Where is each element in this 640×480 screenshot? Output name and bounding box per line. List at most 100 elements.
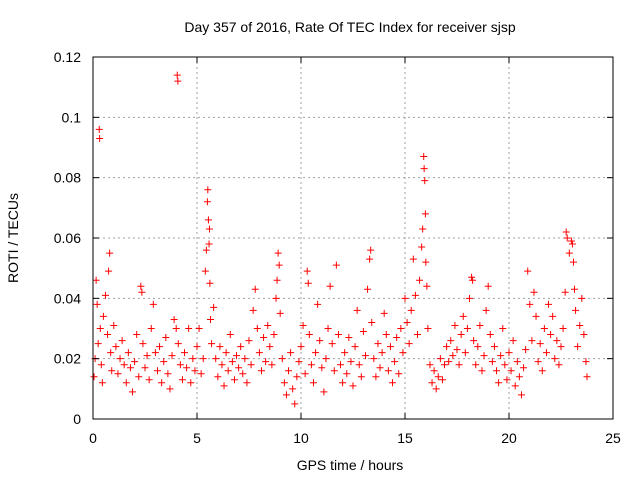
data-point <box>133 331 141 339</box>
data-point <box>411 291 419 299</box>
data-point <box>212 355 220 363</box>
data-point <box>203 198 211 206</box>
data-point <box>482 306 490 314</box>
data-point <box>561 288 569 296</box>
data-point <box>162 334 170 342</box>
x-tick-label: 10 <box>293 430 309 446</box>
data-point <box>538 367 546 375</box>
data-point <box>503 376 511 384</box>
data-point <box>201 267 209 275</box>
data-point <box>480 352 488 360</box>
data-point <box>438 376 446 384</box>
data-point <box>275 261 283 269</box>
data-point <box>418 243 426 251</box>
data-point <box>316 337 324 345</box>
data-point <box>416 276 424 284</box>
data-point <box>149 300 157 308</box>
data-point <box>441 361 449 369</box>
data-point <box>351 343 359 351</box>
data-point <box>413 331 421 339</box>
data-point <box>405 340 413 348</box>
data-point <box>501 361 509 369</box>
data-point <box>580 331 588 339</box>
data-point <box>384 367 392 375</box>
data-point <box>578 294 586 302</box>
data-point <box>361 352 369 360</box>
data-point <box>428 379 436 387</box>
data-point <box>421 210 429 218</box>
data-point <box>160 358 168 366</box>
data-point <box>141 364 149 372</box>
data-point <box>266 343 274 351</box>
data-point <box>264 321 272 329</box>
data-point <box>341 349 349 357</box>
data-point <box>214 373 222 381</box>
data-point <box>574 343 582 351</box>
data-point <box>193 343 201 351</box>
data-point <box>540 325 548 332</box>
data-point <box>326 282 334 290</box>
data-point <box>273 276 281 284</box>
data-point <box>195 325 203 332</box>
data-point <box>110 321 118 329</box>
data-point <box>289 385 297 393</box>
data-point <box>285 367 293 375</box>
axis-ticks: 0 5 10 15 20 25 0 0.02 0.04 0.06 0.08 0.1 0.12 <box>54 49 621 446</box>
data-point <box>493 367 501 375</box>
data-point <box>251 285 259 293</box>
data-point <box>181 349 189 357</box>
data-point <box>524 267 532 275</box>
data-point <box>401 294 409 302</box>
data-point <box>526 300 534 308</box>
data-point <box>567 237 575 245</box>
data-point <box>257 367 265 375</box>
data-point <box>420 165 428 173</box>
data-point <box>457 331 465 339</box>
data-point <box>334 331 342 339</box>
data-point <box>199 355 207 363</box>
data-point <box>583 373 591 381</box>
data-point <box>118 337 126 345</box>
data-point <box>94 340 102 348</box>
data-point <box>534 358 542 366</box>
data-point <box>139 340 147 348</box>
data-point <box>243 379 251 387</box>
data-point <box>436 355 444 363</box>
data-point <box>488 358 496 366</box>
data-point <box>291 400 299 408</box>
data-point <box>378 349 386 357</box>
data-point <box>99 312 107 320</box>
data-point <box>571 285 579 293</box>
data-point <box>423 282 431 290</box>
data-point <box>168 352 176 360</box>
data-point <box>421 177 429 185</box>
data-point <box>545 300 553 308</box>
data-point <box>419 225 427 233</box>
data-point <box>509 337 517 345</box>
data-point <box>495 379 503 387</box>
data-point <box>207 315 215 323</box>
data-point <box>490 343 498 351</box>
x-tick-label: 0 <box>89 430 97 446</box>
data-point <box>297 343 305 351</box>
data-point <box>191 367 199 375</box>
data-point <box>337 361 345 369</box>
data-point <box>459 312 467 320</box>
data-point <box>572 306 580 314</box>
data-point <box>434 373 442 381</box>
data-point <box>314 300 322 308</box>
data-point <box>131 358 139 366</box>
data-point <box>582 358 590 366</box>
data-point <box>272 294 280 302</box>
data-point <box>183 364 191 372</box>
data-point <box>407 306 415 314</box>
data-point <box>330 367 338 375</box>
data-point <box>511 382 519 390</box>
data-point <box>359 328 367 336</box>
data-point <box>376 364 384 372</box>
data-point <box>208 340 216 348</box>
y-axis-label: ROTI / TECUs <box>5 193 21 283</box>
data-point <box>520 364 528 372</box>
data-point <box>135 373 143 381</box>
data-point <box>324 325 332 332</box>
